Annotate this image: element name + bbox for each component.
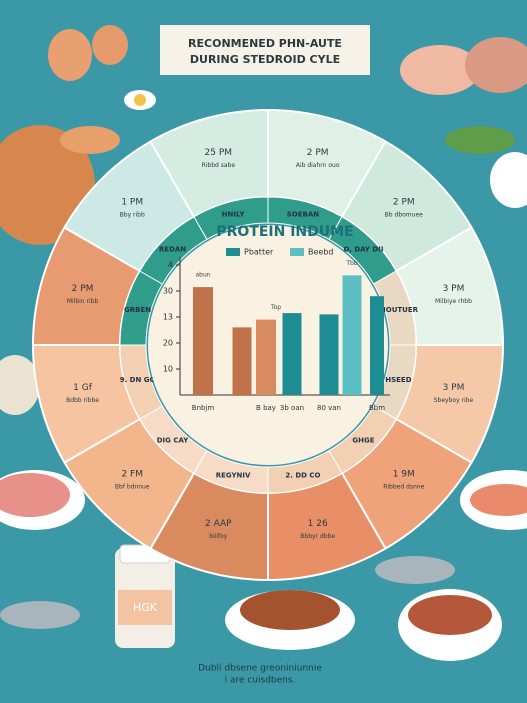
annotation: abun — [195, 272, 210, 279]
stir-fry — [240, 590, 340, 630]
y-tick-label: 20 — [163, 339, 173, 348]
annotation: Tbb — [345, 260, 357, 267]
segment-note: Milbin ribb — [67, 298, 99, 305]
legend-label: Pbatter — [244, 248, 274, 257]
protein-chart: PROTEIN INDUME Pbatter Beebd 10 20 13 30 4 Bnbjm… — [163, 224, 390, 412]
bar — [282, 313, 302, 395]
legend-swatch — [226, 248, 240, 256]
segment-time: 25 PM — [205, 148, 233, 158]
ring-label: REGYNIV — [216, 471, 251, 479]
header-box — [160, 25, 370, 75]
ring-band — [193, 196, 269, 241]
segment-time: 2 PM — [72, 284, 94, 294]
segment-note: Milbiye rhbb — [435, 298, 472, 305]
ring-label: GHGE — [352, 436, 374, 444]
segment-note: Ribbd sabe — [202, 162, 236, 169]
drumstick — [60, 126, 120, 154]
ring-label: DIG CAY — [157, 436, 189, 444]
ring-label: MOUTUER — [379, 306, 419, 314]
annotation: Top — [270, 304, 281, 311]
jar-label: HGK — [133, 601, 158, 614]
segment-note: Bdbb ribbe — [66, 397, 99, 404]
y-tick-label: 13 — [163, 313, 173, 322]
ring-label: GRBEN — [124, 306, 151, 314]
meat — [0, 473, 70, 517]
ring-label: HNILY — [222, 211, 246, 219]
segment-note: Bbf bdnnue — [115, 483, 150, 490]
fish — [0, 601, 80, 629]
header-subtitle: DURING STEDROID CYLE — [190, 53, 340, 66]
x-tick-label: Bbm — [369, 404, 385, 412]
segment-time: 2 AAP — [205, 519, 232, 529]
egg — [48, 29, 92, 81]
segment-time: 3 PM — [443, 284, 465, 294]
legend-swatch — [290, 248, 304, 256]
segment-time: 3 PM — [443, 383, 465, 393]
x-tick-label: 3b oan — [280, 404, 304, 412]
segment-time: 2 PM — [393, 198, 415, 208]
x-tick-label: 80 van — [317, 404, 341, 412]
ring-label: SOEBAN — [287, 211, 320, 219]
segment-time: 1 9M — [393, 469, 415, 479]
segment-note: Sbeyboy ribe — [434, 397, 474, 404]
segment-note: biiifoy — [209, 533, 228, 540]
bar — [370, 296, 384, 395]
bar — [256, 319, 276, 395]
bar — [342, 275, 362, 395]
segment-time: 2 PM — [307, 148, 329, 158]
segment-time: 1 PM — [121, 198, 143, 208]
caption-line: Dubli dbsene greoniniunnie — [198, 664, 322, 674]
plate — [490, 152, 527, 208]
egg — [92, 25, 128, 65]
fish — [375, 556, 455, 584]
x-tick-label: Bnbjm — [192, 404, 215, 412]
jar-label-bg — [118, 590, 172, 625]
bowl — [0, 355, 40, 415]
segment-time: 2 FM — [121, 469, 143, 479]
y-tick-label: 30 — [163, 287, 173, 296]
bar — [319, 314, 339, 395]
ring-label: HSEED — [385, 376, 411, 384]
beans — [445, 126, 515, 154]
chart-title: PROTEIN INDUME — [216, 224, 353, 240]
bar — [193, 287, 213, 395]
ring-label: REDAN — [159, 246, 186, 254]
segment-note: Bb dbomuee — [385, 212, 423, 219]
segment-note: Bby ribb — [120, 212, 145, 219]
ring-label: 9. DN GO — [120, 376, 156, 384]
ring-label: 2. DD CO — [285, 471, 320, 479]
salmon — [470, 484, 527, 516]
legend-label: Beebd — [308, 248, 334, 257]
y-tick-label: 10 — [163, 365, 173, 374]
x-tick-label: B bay — [256, 404, 276, 412]
caption-line: i are cuisdbens. — [225, 676, 296, 686]
segment-note: Bbbyr dbbe — [300, 533, 335, 540]
segment-note: Aib diahrn ouo — [296, 162, 340, 169]
yolk — [134, 94, 146, 106]
ring-label: O, DAY DII — [343, 246, 383, 254]
segment-time: 1 Gf — [73, 383, 93, 393]
y-tick-label: 4 — [168, 261, 173, 270]
header-title: RECONMENED PHN-AUTE — [188, 37, 342, 50]
bar — [232, 327, 252, 395]
ham — [465, 37, 527, 93]
beans-bowl — [408, 595, 492, 635]
ham — [400, 45, 480, 95]
segment-note: Ribbed dsnne — [383, 483, 424, 490]
segment-time: 1 26 — [308, 519, 328, 529]
